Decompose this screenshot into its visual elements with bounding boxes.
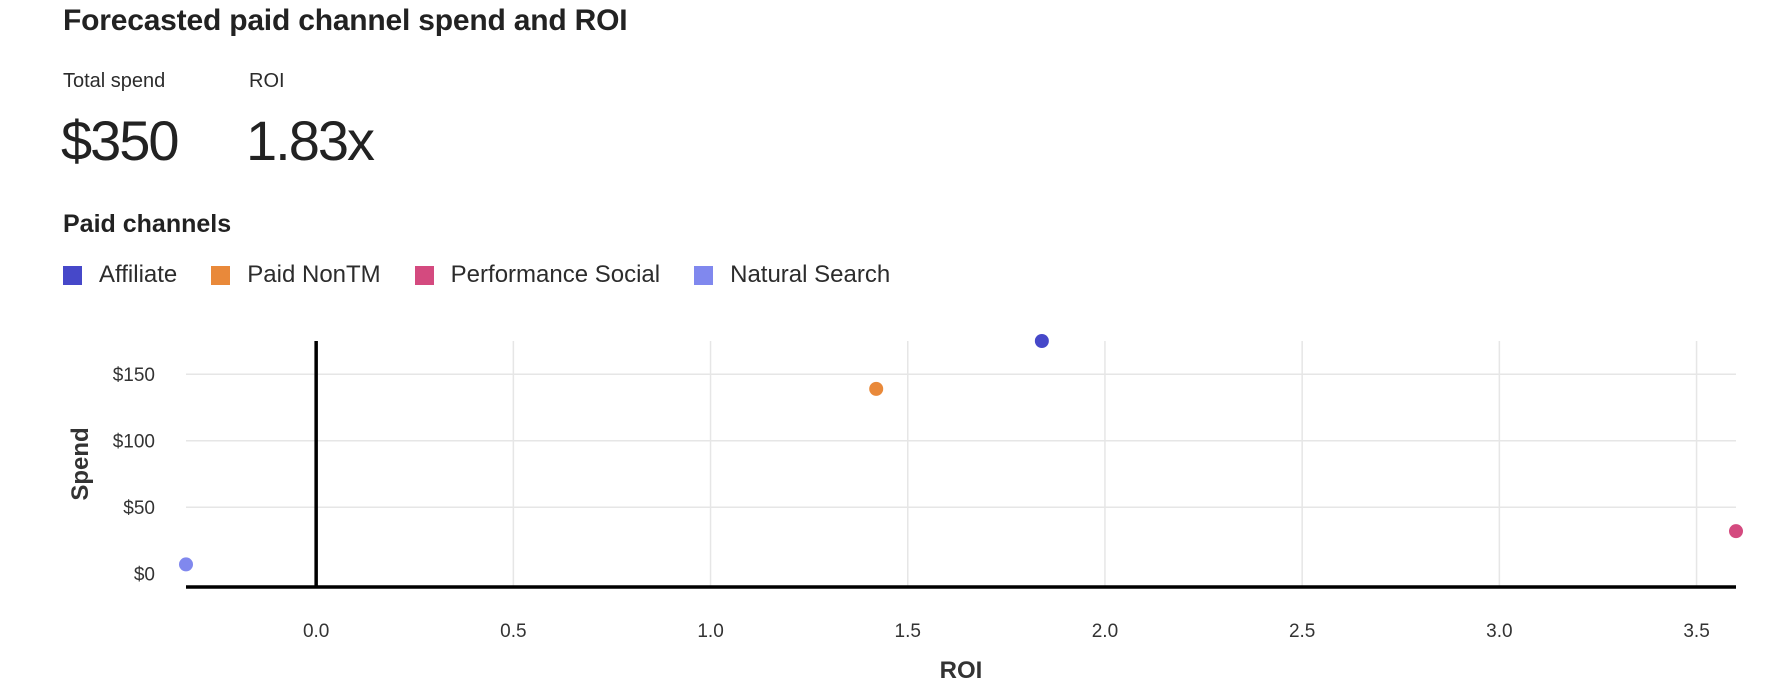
- legend-item-paid-nontm[interactable]: Paid NonTM: [211, 261, 381, 289]
- x-tick-label: 2.0: [1092, 621, 1118, 642]
- x-tick-label: 3.5: [1683, 621, 1709, 642]
- data-point-paid-nontm[interactable]: [869, 381, 884, 396]
- legend-item-affiliate[interactable]: Affiliate: [63, 261, 177, 289]
- x-tick-label: 0.5: [500, 621, 526, 642]
- y-tick-label: $100: [113, 432, 155, 453]
- y-axis-title: Spend: [67, 427, 94, 500]
- y-tick-label: $0: [134, 565, 155, 586]
- legend-label-performance-social: Performance Social: [450, 261, 661, 288]
- data-point-affiliate[interactable]: [1034, 334, 1049, 348]
- legend-item-natural-search[interactable]: Natural Search: [694, 261, 890, 289]
- x-tick-label: 1.5: [895, 621, 921, 642]
- legend-label-paid-nontm: Paid NonTM: [247, 261, 381, 288]
- legend-item-performance-social[interactable]: Performance Social: [414, 261, 661, 289]
- legend-swatch-affiliate: [63, 265, 82, 285]
- axes: [186, 341, 1736, 589]
- x-tick-label: 2.5: [1289, 621, 1315, 642]
- data-point-performance-social[interactable]: [1729, 524, 1743, 539]
- data-points: [179, 334, 1743, 572]
- x-tick-label: 0.0: [303, 621, 329, 642]
- gridlines: [186, 341, 1736, 587]
- legend-swatch-performance-social: [414, 265, 434, 285]
- data-point-natural-search[interactable]: [179, 557, 193, 572]
- total-spend-value: $350: [61, 109, 180, 172]
- y-tick-label: $150: [113, 365, 155, 386]
- paid-channels-heading: Paid channels: [63, 210, 232, 238]
- x-axis-title: ROI: [940, 657, 983, 684]
- tick-labels: 0.0 0.5 1.0 1.5 2.0 2.5 3.0 3.5 $0 $50 $100 $150: [113, 365, 1710, 642]
- roi-value: 1.83x: [246, 109, 375, 172]
- legend-swatch-natural-search: [694, 265, 714, 285]
- x-tick-label: 3.0: [1486, 621, 1512, 642]
- legend-label-affiliate: Affiliate: [99, 261, 178, 288]
- chart-legend: Affiliate Paid NonTM Performance Social …: [63, 261, 924, 289]
- legend-label-natural-search: Natural Search: [730, 261, 891, 288]
- legend-swatch-paid-nontm: [211, 265, 231, 285]
- chart-title: Forecasted paid channel spend and ROI: [63, 4, 628, 37]
- x-tick-label: 1.0: [697, 621, 723, 642]
- y-tick-label: $50: [123, 498, 155, 519]
- total-spend-label: Total spend: [63, 70, 166, 92]
- roi-label: ROI: [249, 70, 285, 92]
